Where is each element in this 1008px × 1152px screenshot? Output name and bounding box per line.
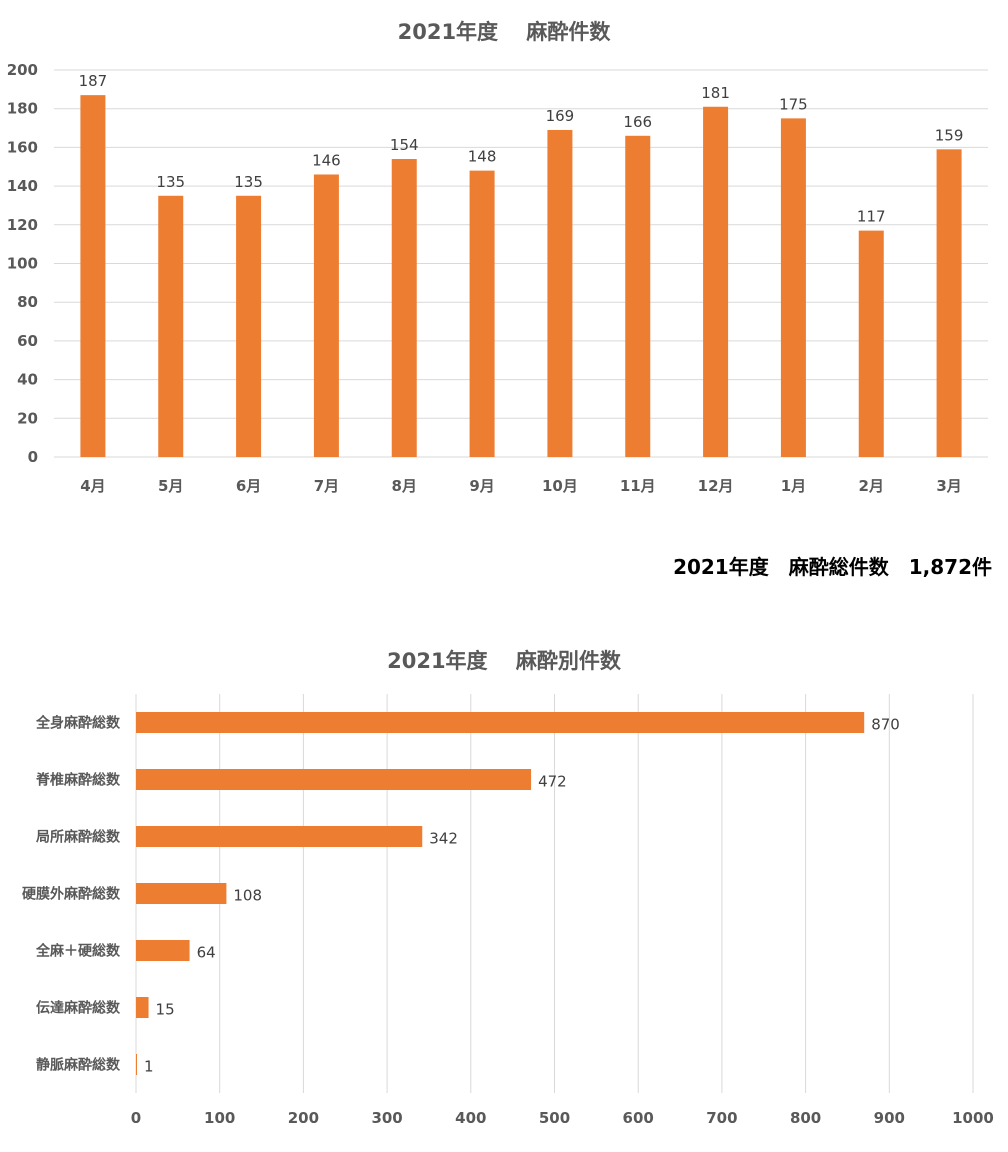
y-tick-label: 140 — [7, 177, 38, 195]
y-tick-label: 40 — [17, 371, 38, 389]
x-tick-label: 0 — [131, 1109, 141, 1127]
y-tick-label: 0 — [28, 448, 38, 466]
bar — [136, 1054, 137, 1075]
y-tick-label: 160 — [7, 138, 38, 156]
monthly-anesthesia-chart: 0 20 40 60 80 100 120 140 160 180 200 187 4月 135 5月 135… — [7, 61, 988, 495]
bar — [780, 118, 806, 457]
x-tick-label: 800 — [790, 1109, 821, 1127]
x-tick-label: 300 — [371, 1109, 402, 1127]
data-label: 135 — [234, 173, 263, 191]
data-label: 472 — [538, 773, 567, 791]
x-tick-label: 9月 — [469, 477, 494, 495]
data-label: 870 — [871, 716, 900, 734]
x-tick-label: 12月 — [698, 477, 734, 495]
y-tick-label: 80 — [17, 293, 38, 311]
x-tick-label: 7月 — [314, 477, 339, 495]
bar — [136, 769, 532, 790]
y-category-label: 局所麻酔総数 — [36, 829, 121, 846]
x-tick-label: 100 — [204, 1109, 235, 1127]
data-label: 108 — [233, 887, 262, 905]
bar — [158, 195, 184, 457]
x-tick-label: 2月 — [859, 477, 884, 495]
data-label: 15 — [156, 1001, 175, 1019]
x-tick-label: 8月 — [392, 477, 417, 495]
x-tick-label: 11月 — [620, 477, 656, 495]
bar — [80, 95, 106, 457]
data-label: 1 — [144, 1058, 154, 1076]
type-chart-title: 2021年度 麻酔別件数 — [387, 649, 621, 673]
data-label: 117 — [857, 208, 886, 226]
data-label: 187 — [79, 72, 108, 90]
bar — [136, 883, 227, 904]
bar — [136, 826, 423, 847]
x-tick-label: 5月 — [158, 477, 183, 495]
data-label: 342 — [429, 830, 458, 848]
x-tick-label: 400 — [455, 1109, 486, 1127]
x-tick-label: 700 — [706, 1109, 737, 1127]
bar — [391, 159, 417, 457]
x-tick-label: 10月 — [542, 477, 578, 495]
y-category-label: 全身麻酔総数 — [35, 715, 121, 732]
y-tick-label: 120 — [7, 216, 38, 234]
x-tick-label: 6月 — [236, 477, 261, 495]
data-label: 146 — [312, 151, 341, 169]
bar — [625, 135, 651, 458]
x-tick-label: 200 — [288, 1109, 319, 1127]
y-category-label: 伝達麻酔総数 — [36, 1000, 121, 1017]
y-category-label: 全麻＋硬総数 — [35, 943, 121, 960]
y-category-label: 静脈麻酔総数 — [36, 1057, 121, 1074]
bar — [547, 129, 573, 458]
y-tick-label: 200 — [7, 61, 38, 79]
bar — [236, 195, 262, 457]
x-tick-label: 600 — [623, 1109, 654, 1127]
y-tick-label: 20 — [17, 409, 38, 427]
bar — [136, 712, 865, 733]
bar — [136, 940, 190, 961]
x-tick-label: 500 — [539, 1109, 570, 1127]
x-tick-label: 4月 — [80, 477, 105, 495]
bar — [136, 997, 149, 1018]
bar — [703, 106, 729, 457]
total-anesthesia-count: 2021年度 麻酔総件数 1,872件 — [673, 555, 992, 579]
data-label: 175 — [779, 95, 808, 113]
x-tick-label: 1000 — [952, 1109, 994, 1127]
data-label: 148 — [468, 148, 497, 166]
data-label: 181 — [701, 84, 730, 102]
bar — [858, 230, 884, 457]
data-label: 159 — [935, 126, 964, 144]
x-tick-label: 3月 — [936, 477, 961, 495]
data-label: 135 — [156, 173, 185, 191]
y-category-label: 硬膜外麻酔総数 — [22, 886, 121, 903]
bar — [469, 170, 495, 457]
bar — [313, 174, 339, 458]
monthly-chart-title: 2021年度 麻酔件数 — [397, 20, 611, 44]
data-label: 154 — [390, 136, 419, 154]
y-tick-label: 180 — [7, 100, 38, 118]
data-label: 169 — [546, 107, 575, 125]
bar — [936, 149, 962, 457]
data-label: 166 — [623, 113, 652, 131]
x-tick-label: 1月 — [781, 477, 806, 495]
y-category-label: 脊椎麻酔総数 — [35, 772, 121, 789]
y-tick-label: 60 — [17, 332, 38, 350]
x-tick-label: 900 — [874, 1109, 905, 1127]
y-tick-label: 100 — [7, 255, 38, 273]
data-label: 64 — [197, 944, 216, 962]
